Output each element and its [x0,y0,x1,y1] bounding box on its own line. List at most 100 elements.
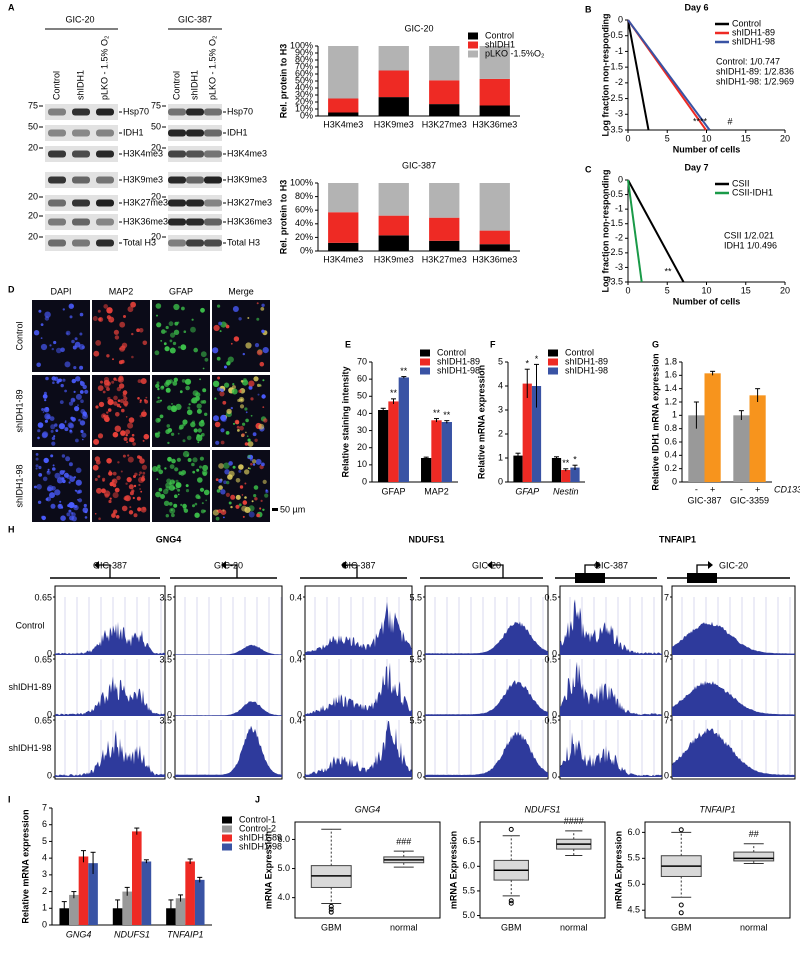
cell-signal [136,496,141,501]
cell-signal [42,411,45,413]
cell-signal [253,494,257,498]
legend-label: pLKO -1.5%O₂ [485,48,545,58]
cell-signal [241,494,244,496]
cell-signal [231,388,238,395]
cell-signal [119,406,122,408]
cell-signal [172,341,177,346]
cell-signal [200,400,204,404]
annotation: Control: 1/0.747 [716,56,780,66]
cell-signal [222,509,225,512]
cell-signal [137,379,142,383]
band [168,150,186,158]
coverage [560,599,662,655]
cell-signal [193,347,198,353]
cell-signal [119,321,126,328]
cell-signal [100,380,103,384]
coverage [425,621,548,655]
cell-signal [197,441,200,444]
coverage [672,621,795,655]
tss-arrowhead [341,561,346,569]
cell-signal [234,419,240,425]
cell-signal [59,470,65,475]
bar [88,863,98,925]
bar [421,458,432,482]
bar [185,861,195,925]
band [168,129,186,137]
y-tick-label: 1 [498,452,503,462]
cell-signal [115,379,118,382]
legend-label: CSII [732,178,750,188]
cell-signal [75,479,82,486]
cell-signal [248,385,253,390]
bar-segment [378,183,409,216]
cell-signal [112,483,117,488]
track-min-label: 0 [664,709,669,719]
channel-label: MAP2 [109,286,134,296]
cell-signal [253,376,259,382]
dilution-line [627,179,643,283]
cell-signal [128,417,135,423]
legend-label: Control [437,347,466,357]
bar-segment [479,230,510,245]
cell-signal [131,433,135,437]
y-tick-label: 1 [42,903,47,913]
condition-label: shIDH1-89 [8,682,51,692]
cell-signal [213,324,220,332]
cell-signal [104,416,110,422]
cell-signal [70,416,74,420]
x-tick-label: 5 [665,285,670,295]
cell-signal [62,378,66,382]
cell-signal [165,514,169,518]
cell-signal [191,462,195,467]
cell-signal [40,343,48,351]
band [96,239,114,247]
cell-signal [64,389,67,393]
cell-signal [143,433,150,440]
y-tick-label: 1.6 [664,370,677,380]
y-tick-label: -2 [615,77,623,87]
cell-signal [117,461,120,464]
cell-signal [242,515,245,518]
blot-title: GIC-20 [65,14,94,24]
cell-signal [93,350,100,357]
outlier [508,900,514,906]
cell-signal [182,439,186,443]
legend-label: CSII-IDH1 [732,187,773,197]
cell-signal [156,478,159,481]
cell-signal [223,480,227,485]
cell-signal [111,478,118,485]
bar [522,383,532,482]
legend-label: shIDH1-98 [437,365,480,375]
cell-signal [139,458,145,464]
cell-signal [184,378,192,385]
cell-signal [181,379,186,383]
cell-signal [58,504,62,507]
cell-signal [173,377,178,382]
legend-label: Control [565,347,594,357]
band [96,150,114,158]
cell-signal [247,467,250,469]
cell-signal [78,418,81,422]
cell-signal [107,408,112,412]
cell-signal [204,412,208,416]
x-tick-label: Nestin [553,486,579,496]
significance: ** [390,388,398,398]
lane-label: pLKO - 1.5% O₂ [207,35,217,100]
track-max-label: 0.65 [34,715,52,725]
cell-signal [223,516,225,519]
cell-signal [70,511,74,515]
cell-signal [176,457,181,462]
legend-key [420,349,430,357]
y-tick-label: 0.8 [664,423,677,433]
cell-signal [230,342,233,345]
cell-signal [194,502,198,506]
cell-signal [62,479,66,484]
cell-signal [41,408,45,411]
cell-signal [262,406,265,408]
bar [69,894,79,925]
bar [531,386,542,482]
cell-signal [230,505,233,509]
legend-key [222,834,232,842]
cell-signal [118,360,123,365]
